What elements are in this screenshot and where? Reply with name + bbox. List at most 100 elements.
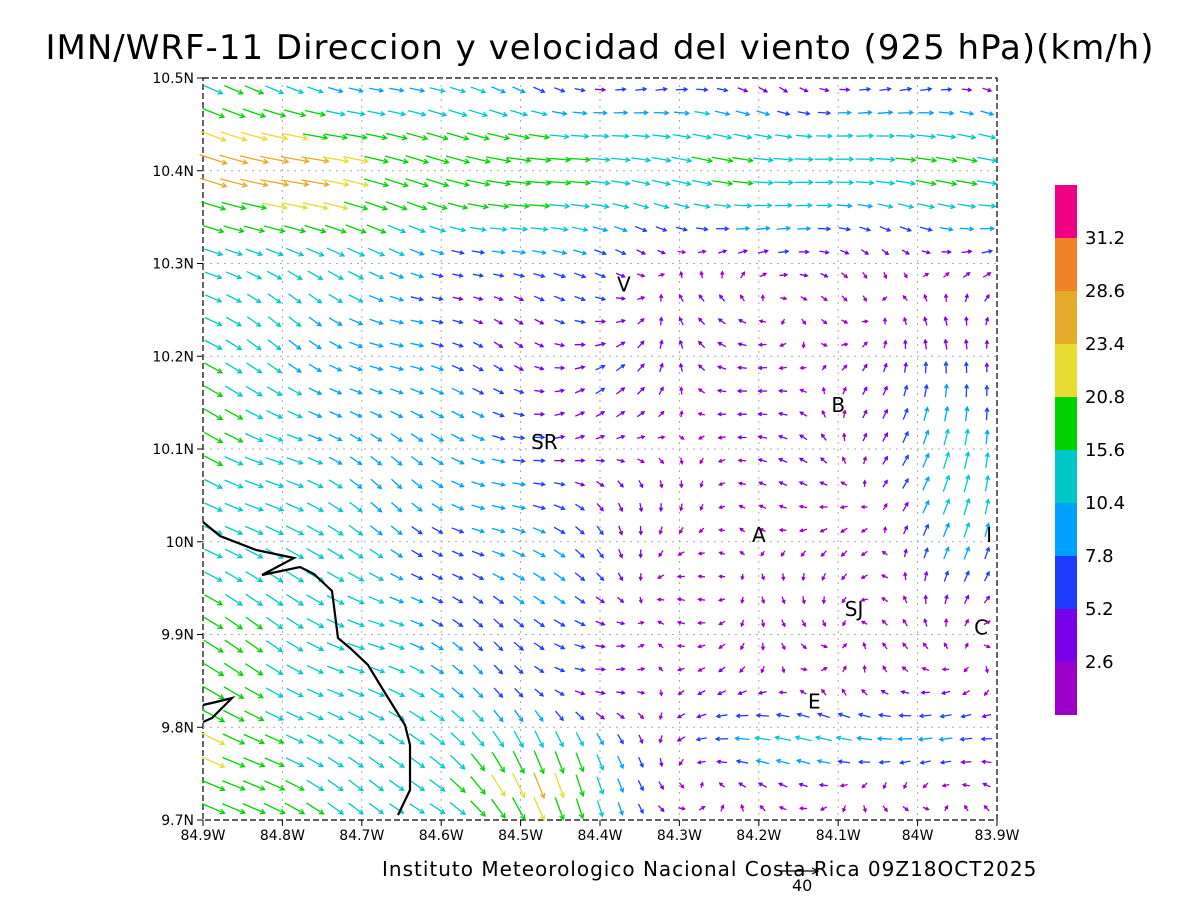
wind-vector (239, 155, 270, 165)
wind-vector (473, 641, 484, 652)
wind-vector-head (399, 645, 406, 651)
wind-vector-head (984, 316, 990, 322)
wind-vector (528, 133, 551, 140)
wind-vector (876, 133, 896, 139)
wind-vector-shaft (471, 731, 485, 747)
wind-vector-head (739, 550, 744, 555)
wind-vector-shaft (280, 156, 309, 163)
wind-vector (202, 662, 225, 677)
wind-vector (306, 525, 325, 536)
wind-vector (246, 271, 263, 280)
wind-vector-head (659, 785, 664, 790)
wind-vector (595, 319, 607, 324)
wind-vector-head (798, 481, 804, 486)
wind-vector (877, 109, 894, 116)
wind-vector-shaft (326, 665, 344, 674)
wind-vector (431, 573, 444, 580)
wind-vector-shaft (613, 225, 627, 232)
wind-vector-head (778, 527, 784, 533)
wind-vector-shaft (343, 156, 369, 163)
wind-vector-head (840, 552, 846, 557)
wind-vector-head (800, 552, 805, 557)
wind-vector-shaft (616, 411, 625, 418)
wind-vector (199, 177, 228, 189)
wind-vector-head (944, 570, 950, 576)
wind-vector (781, 573, 786, 582)
wind-vector-head (438, 622, 444, 627)
wind-vector-shaft (554, 666, 565, 672)
wind-vector-shaft (533, 595, 545, 604)
wind-vector-head (964, 450, 971, 457)
wind-vector-shaft (493, 318, 503, 325)
wind-vector-shaft (940, 760, 952, 764)
wind-vector (344, 133, 368, 141)
wind-vector-shaft (329, 411, 342, 418)
wind-vector (697, 551, 705, 556)
wind-vector-head (620, 643, 626, 649)
wind-vector (246, 316, 262, 327)
wind-vector-head (747, 157, 754, 164)
wind-vector (678, 293, 684, 302)
wind-vector-shaft (286, 711, 304, 721)
wind-vector-shaft (672, 133, 691, 138)
wind-vector (451, 709, 465, 722)
wind-vector-shaft (368, 619, 384, 627)
wind-vector-head (398, 785, 405, 792)
wind-vector (410, 433, 424, 442)
wind-vector (943, 642, 949, 650)
wind-vector-shaft (288, 316, 301, 327)
wind-vector (491, 751, 505, 773)
wind-vector-head (757, 342, 763, 347)
wind-vector-shaft (595, 411, 605, 418)
wind-vector (678, 758, 684, 766)
wind-vector (534, 665, 545, 674)
wind-vector-shaft (239, 155, 268, 164)
wind-vector-shaft (512, 595, 525, 604)
wind-vector (449, 777, 466, 794)
wind-vector-shaft (616, 668, 625, 671)
wind-vector (692, 133, 713, 140)
wind-vector-head (990, 134, 997, 140)
wind-vector-head (236, 345, 243, 351)
wind-vector-head (440, 227, 447, 233)
wind-vector-head (518, 692, 524, 698)
wind-vector (898, 760, 911, 765)
wind-vector (882, 665, 888, 673)
wind-vector (821, 386, 826, 395)
wind-vector (821, 364, 827, 371)
wind-vector (224, 432, 244, 443)
wind-vector-shaft (387, 224, 406, 233)
wind-vector (819, 87, 830, 93)
wind-vector-shaft (452, 342, 463, 348)
wind-vector-head (377, 460, 383, 466)
wind-vector (740, 573, 745, 581)
wind-vector (679, 526, 684, 535)
wind-vector (798, 782, 808, 788)
wind-vector-shaft (511, 250, 526, 254)
wind-vector-shaft (368, 572, 384, 581)
wind-vector-head (399, 692, 406, 698)
wind-vector-head (818, 504, 824, 510)
wind-vector (451, 527, 465, 534)
wind-vector-head (539, 622, 546, 628)
wind-vector (943, 570, 950, 582)
wind-vector-head (338, 691, 345, 697)
wind-vector (860, 504, 868, 510)
wind-vector-head (257, 437, 264, 443)
wind-vector-shaft (390, 549, 403, 558)
wind-vector (367, 688, 386, 697)
wind-vector (697, 620, 706, 626)
wind-vector (493, 296, 504, 302)
wind-vector-shaft (574, 690, 585, 695)
wind-vector-shaft (263, 108, 286, 117)
wind-vector (678, 316, 684, 326)
wind-vector-head (482, 203, 490, 210)
wind-vector-head (377, 507, 383, 513)
wind-vector (512, 435, 526, 441)
wind-vector (964, 383, 970, 398)
wind-vector-head (277, 600, 284, 606)
wind-vector (327, 501, 344, 513)
wind-vector-shaft (388, 756, 405, 768)
wind-vector-shaft (532, 250, 546, 254)
wind-vector (204, 455, 224, 466)
